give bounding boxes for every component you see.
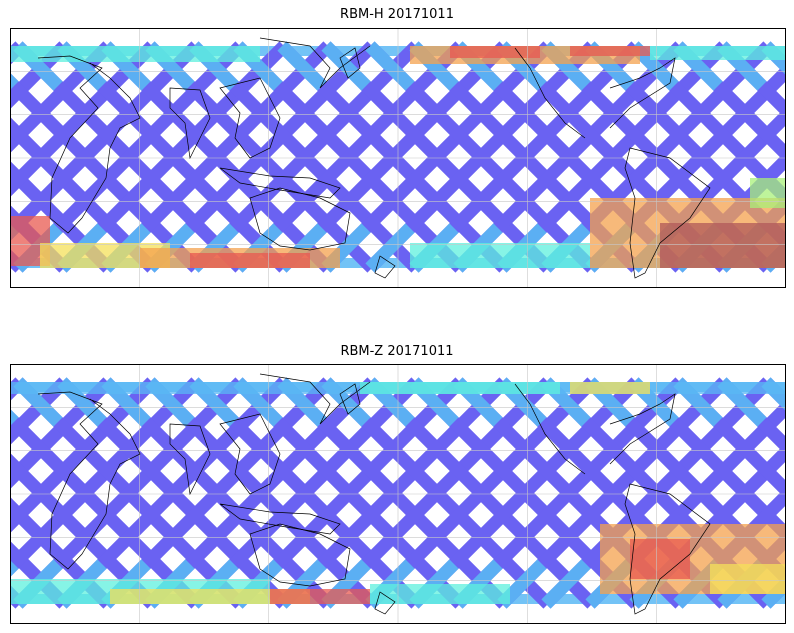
coastline-segment (514, 383, 586, 475)
coastlines (37, 37, 711, 279)
coastline-segment (624, 147, 711, 279)
coastline-segment (169, 87, 211, 160)
coastline-segment (374, 255, 396, 279)
coastline-segment (339, 383, 361, 415)
swath-layer (10, 377, 786, 609)
coastline-segment (249, 187, 351, 251)
panel-title-rbm-z: RBM-Z 20171011 (340, 344, 454, 359)
coastline-segment (374, 591, 396, 615)
graticule (10, 364, 786, 624)
coastlines (37, 373, 711, 615)
coastline-segment (624, 483, 711, 615)
coastline-segment (609, 393, 676, 465)
map-frame (10, 28, 786, 288)
coastline-segment (169, 423, 211, 496)
coastline-segment (339, 47, 361, 79)
graticule (10, 28, 786, 288)
coastline-segment (219, 77, 281, 159)
panel-title-rbm-h: RBM-H 20171011 (340, 7, 454, 22)
coastline-segment (514, 47, 586, 139)
coastline-segment (37, 391, 141, 570)
coastline-segment (219, 167, 341, 199)
coastline-segment (259, 37, 371, 89)
coastline-segment (249, 523, 351, 587)
coastline-segment (219, 413, 281, 495)
coastline-segment (37, 55, 141, 234)
coastline-segment (259, 373, 371, 425)
coastline-segment (219, 503, 341, 535)
swath-layer (10, 41, 786, 273)
map-frame (10, 364, 786, 624)
coastline-segment (609, 57, 676, 129)
map-panel-rbm-h (10, 28, 786, 288)
map-panel-rbm-z (10, 364, 786, 624)
